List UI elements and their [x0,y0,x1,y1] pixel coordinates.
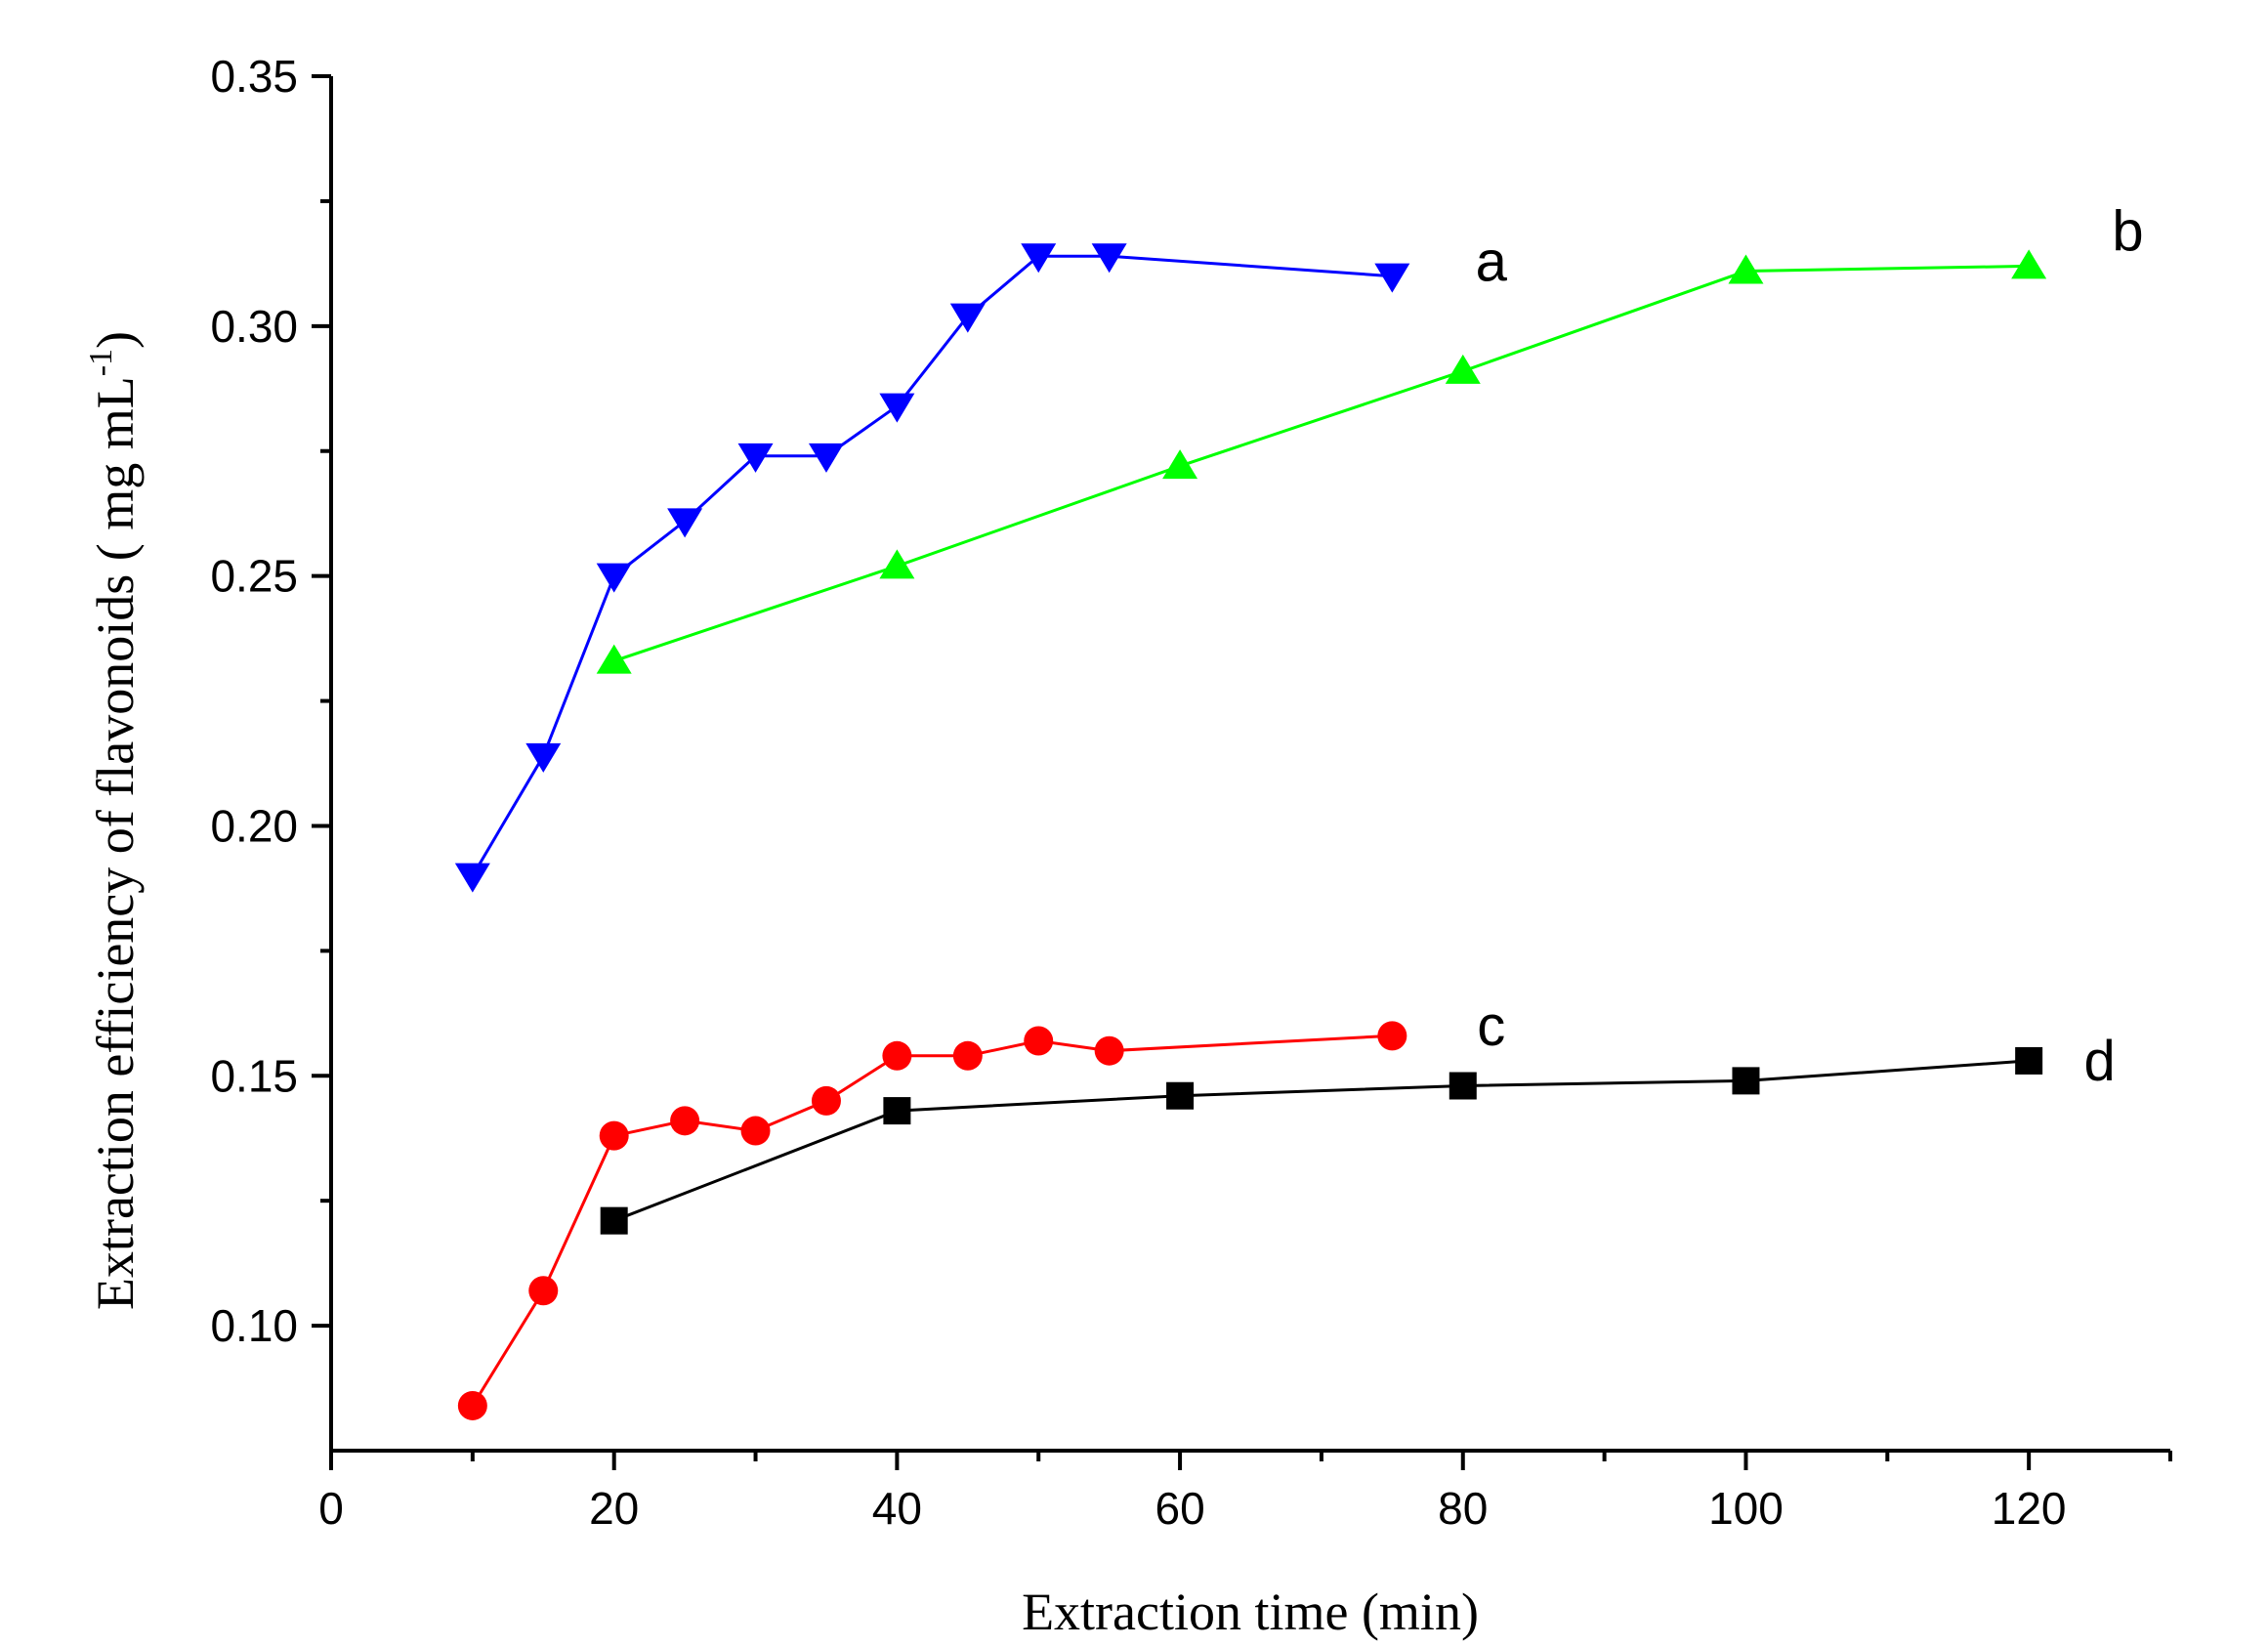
series-b: b [596,200,2144,674]
x-tick-label: 0 [318,1483,344,1534]
data-point-a [525,742,562,773]
data-point-d [1732,1067,1760,1095]
x-tick-label: 60 [1155,1483,1204,1534]
data-point-a [1021,243,1057,274]
data-point-b [879,549,915,579]
data-point-c [811,1085,841,1116]
data-point-b [1728,254,1764,284]
series-label-a: a [1476,230,1508,293]
x-tick-label: 20 [589,1483,639,1534]
y-axis-title-main: Extraction efficiency of flavonoids ( mg… [86,376,145,1310]
axes: 0 20 40 60 80 100 120 0.10 0.15 0.20 0.25 0.30 0.35 [210,51,2172,1534]
series-label-c: c [1477,994,1505,1058]
series-a: a [454,230,1508,893]
series-c: c [457,994,1505,1420]
data-point-b [2011,249,2047,279]
data-point-d [600,1206,628,1235]
data-point-a [1374,263,1410,293]
data-point-b [596,644,632,674]
data-point-c [457,1390,487,1420]
data-point-a [596,563,632,593]
data-point-c [1094,1035,1124,1066]
data-point-c [740,1116,771,1146]
series-line-b [613,264,2030,663]
data-point-c [670,1106,700,1136]
series-label-d: d [2083,1030,2115,1093]
data-point-a [949,303,986,333]
data-point-c [952,1040,983,1071]
x-axis-title: Extraction time (min) [1022,1583,1479,1641]
y-axis-title: Extraction efficiency of flavonoids ( mg… [83,331,145,1310]
y-tick-label: 0.25 [210,551,298,602]
data-point-d [883,1097,911,1125]
x-tick-label: 80 [1438,1483,1488,1534]
data-point-a [1091,243,1127,274]
series-label-b: b [2112,200,2143,264]
data-point-d [1449,1072,1477,1100]
data-point-a [808,443,844,473]
data-point-c [599,1120,629,1151]
x-tick-label: 100 [1708,1483,1784,1534]
data-point-a [737,443,774,473]
data-point-c [528,1276,559,1306]
data-point-b [1162,449,1198,480]
data-point-a [454,863,490,893]
y-tick-label: 0.15 [210,1050,298,1101]
data-point-d [1166,1081,1195,1110]
data-point-a [667,508,703,538]
data-point-b [1445,354,1481,384]
y-tick-label: 0.20 [210,800,298,851]
series-line-d [613,1059,2030,1222]
y-tick-label: 0.35 [210,51,298,102]
x-tick-label: 40 [872,1483,922,1534]
series-layer: a b c d [454,200,2144,1420]
data-point-c [882,1040,912,1071]
y-axis-title-close: ) [86,331,145,349]
series-d: d [600,1030,2116,1235]
data-point-a [879,393,915,423]
data-point-c [1377,1021,1407,1051]
data-point-c [1024,1026,1054,1056]
y-axis-title-sup: -1 [83,349,119,376]
y-tick-label: 0.30 [210,301,298,352]
y-tick-label: 0.10 [210,1300,298,1351]
x-tick-label: 120 [1992,1483,2067,1534]
data-point-d [2015,1046,2043,1075]
